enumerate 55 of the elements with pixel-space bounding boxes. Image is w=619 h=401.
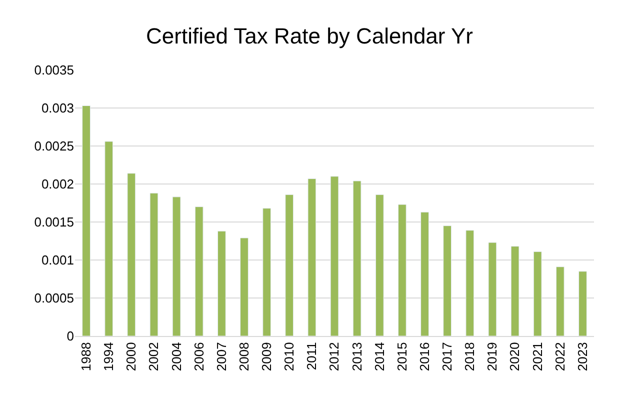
- x-tick-label: 2013: [349, 342, 364, 372]
- x-tick-label: 2017: [440, 342, 455, 372]
- bar: [104, 141, 114, 336]
- chart-title: Certified Tax Rate by Calendar Yr: [146, 23, 473, 48]
- y-tick-label: 0.0015: [34, 214, 74, 230]
- x-tick-label: 2004: [168, 342, 184, 372]
- x-tick-label: 2015: [394, 342, 410, 372]
- bar: [240, 238, 248, 336]
- y-tick-label: 0.001: [41, 252, 74, 268]
- bar: [127, 173, 136, 336]
- x-tick-label: 2011: [304, 342, 320, 370]
- x-tick-label: 2023: [574, 342, 590, 372]
- bar: [533, 251, 542, 336]
- x-tick-label: 2008: [236, 342, 252, 372]
- bar: [556, 266, 564, 336]
- x-tick-label: 1988: [78, 342, 94, 372]
- x-tick-label: 2014: [372, 342, 387, 372]
- bar: [578, 271, 587, 336]
- x-tick-label: 2006: [191, 342, 206, 372]
- y-tick-label: 0.0005: [34, 290, 74, 306]
- x-tick-label: 2007: [214, 342, 229, 372]
- bar: [217, 230, 226, 336]
- bar: [443, 226, 452, 336]
- bar: [194, 206, 204, 336]
- x-tick-label: 2009: [259, 342, 274, 372]
- x-tick-label: 2022: [552, 342, 568, 372]
- bar: [308, 178, 316, 336]
- bar: [420, 212, 429, 336]
- x-tick-label: 2016: [416, 342, 432, 372]
- x-tick-label: 2012: [326, 342, 342, 372]
- x-tick-label: 2021: [530, 342, 545, 372]
- x-tick-label: 1994: [101, 342, 116, 372]
- x-tick-label: 2010: [282, 342, 297, 372]
- bar: [150, 192, 158, 336]
- bar: [466, 230, 474, 336]
- bar: [375, 194, 384, 336]
- x-tick-label: 2018: [462, 342, 478, 372]
- y-tick-label: 0.002: [41, 176, 74, 192]
- bar: [172, 196, 181, 336]
- y-tick-label: 0.0035: [34, 62, 74, 78]
- bar: [352, 180, 362, 336]
- bar: [488, 242, 497, 336]
- bar: [398, 204, 406, 336]
- x-tick-label: 2000: [124, 342, 139, 372]
- bar: [82, 105, 90, 336]
- bar: [510, 246, 520, 336]
- x-tick-label: 2019: [484, 342, 500, 372]
- bar: [285, 194, 294, 336]
- x-tick-label: 2020: [507, 342, 522, 372]
- bar: [262, 208, 271, 336]
- y-tick-label: 0.003: [41, 100, 74, 116]
- x-tick-label: 2002: [146, 342, 162, 372]
- bar: [330, 176, 339, 336]
- y-tick-label: 0: [66, 328, 74, 344]
- y-tick-label: 0.0025: [34, 138, 74, 154]
